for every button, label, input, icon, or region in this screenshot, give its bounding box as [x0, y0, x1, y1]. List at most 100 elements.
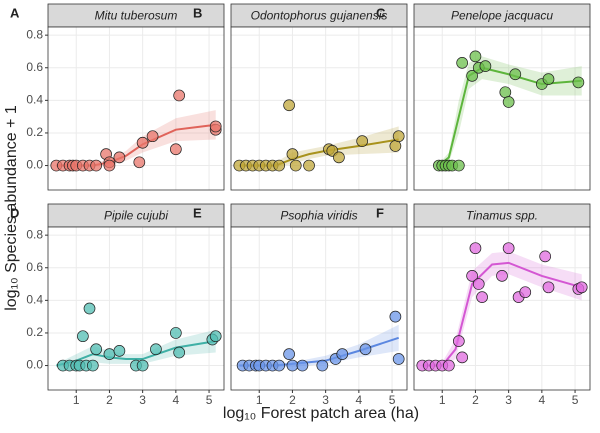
point — [286, 148, 299, 160]
point — [113, 345, 126, 357]
point — [77, 330, 89, 343]
panel-border — [230, 26, 408, 191]
point — [136, 359, 149, 372]
x-tick-label: 5 — [389, 393, 396, 407]
y-axis-title: log₁₀ Species abundance + 1 — [3, 105, 20, 311]
confidence-band — [239, 126, 399, 168]
x-tick-label: 4 — [356, 393, 363, 407]
y-tick-label: 0.8 — [26, 227, 43, 241]
point — [273, 359, 286, 372]
point — [452, 335, 465, 347]
point — [336, 348, 349, 360]
confidence-band — [56, 110, 216, 168]
x-tick-label: 2 — [289, 393, 296, 407]
point — [356, 135, 369, 147]
x-tick-label: 1 — [73, 393, 80, 407]
point — [296, 359, 309, 372]
point — [469, 50, 482, 63]
point — [575, 281, 588, 294]
point — [303, 159, 315, 172]
panel-letter: C — [376, 5, 386, 20]
point — [283, 99, 295, 112]
point — [173, 346, 186, 359]
point — [469, 242, 482, 255]
point — [496, 270, 508, 282]
y-tick-label: 0.0 — [26, 358, 43, 372]
strip-title: Mitu tuberosum — [95, 9, 178, 23]
point — [146, 130, 159, 143]
strip-title: Penelope jacquacu — [451, 9, 553, 23]
confidence-band — [56, 329, 216, 368]
point — [476, 291, 488, 303]
y-tick-label: 0.6 — [26, 260, 43, 274]
point — [456, 57, 469, 69]
panel-letter: A — [10, 5, 20, 20]
y-tick-label: 0.6 — [26, 60, 43, 74]
point — [333, 151, 345, 164]
y-tick-label: 0.2 — [26, 325, 43, 339]
x-tick-label: 2 — [472, 393, 479, 407]
point — [283, 348, 295, 360]
confidence-band — [422, 251, 582, 368]
point — [466, 270, 478, 282]
point — [169, 327, 182, 339]
strip-title: Tinamus spp. — [466, 209, 538, 223]
point — [542, 73, 555, 86]
y-tick-label: 0.0 — [26, 158, 43, 172]
point — [150, 343, 162, 356]
point — [466, 70, 478, 82]
panel-letter: D — [10, 205, 19, 220]
point — [90, 159, 103, 172]
point — [519, 286, 532, 299]
point — [289, 159, 302, 172]
point — [539, 250, 552, 263]
y-tick-label: 0.4 — [26, 93, 43, 107]
point — [472, 278, 485, 290]
strip-title: Odontophorus gujanensis — [251, 9, 388, 23]
point — [103, 348, 116, 360]
fit-line — [56, 340, 216, 367]
x-tick-label: 4 — [173, 393, 180, 407]
x-tick-label: 4 — [539, 393, 546, 407]
panel-border — [413, 26, 591, 191]
point — [86, 359, 99, 372]
point — [479, 60, 492, 72]
y-tick-label: 0.4 — [26, 293, 43, 307]
point — [103, 159, 116, 172]
point — [499, 86, 512, 99]
x-tick-label: 1 — [256, 393, 263, 407]
point — [90, 343, 103, 356]
point — [169, 143, 182, 156]
point — [136, 136, 149, 149]
point — [133, 156, 146, 169]
point — [502, 242, 515, 255]
x-tick-label: 3 — [322, 393, 329, 407]
panel-border — [47, 26, 225, 191]
point — [173, 89, 186, 102]
point — [502, 96, 515, 108]
point — [273, 159, 286, 172]
point — [389, 140, 402, 152]
y-tick-label: 0.8 — [26, 27, 43, 41]
point — [542, 281, 555, 294]
point — [113, 151, 126, 164]
strip-title: Psophia viridis — [280, 209, 357, 223]
x-tick-label: 5 — [572, 393, 579, 407]
panel-letter: B — [193, 5, 202, 20]
point — [456, 351, 469, 364]
point — [83, 302, 96, 315]
point — [316, 359, 329, 372]
panel-border — [413, 226, 591, 391]
point — [443, 359, 455, 372]
point — [209, 120, 222, 133]
point — [392, 353, 405, 365]
confidence-band — [239, 324, 399, 368]
point — [389, 310, 402, 323]
x-tick-label: 5 — [206, 393, 213, 407]
x-tick-label: 2 — [106, 393, 113, 407]
point — [209, 330, 222, 343]
point — [509, 68, 522, 81]
panel-letter: E — [193, 205, 202, 220]
x-tick-label: 3 — [505, 393, 512, 407]
